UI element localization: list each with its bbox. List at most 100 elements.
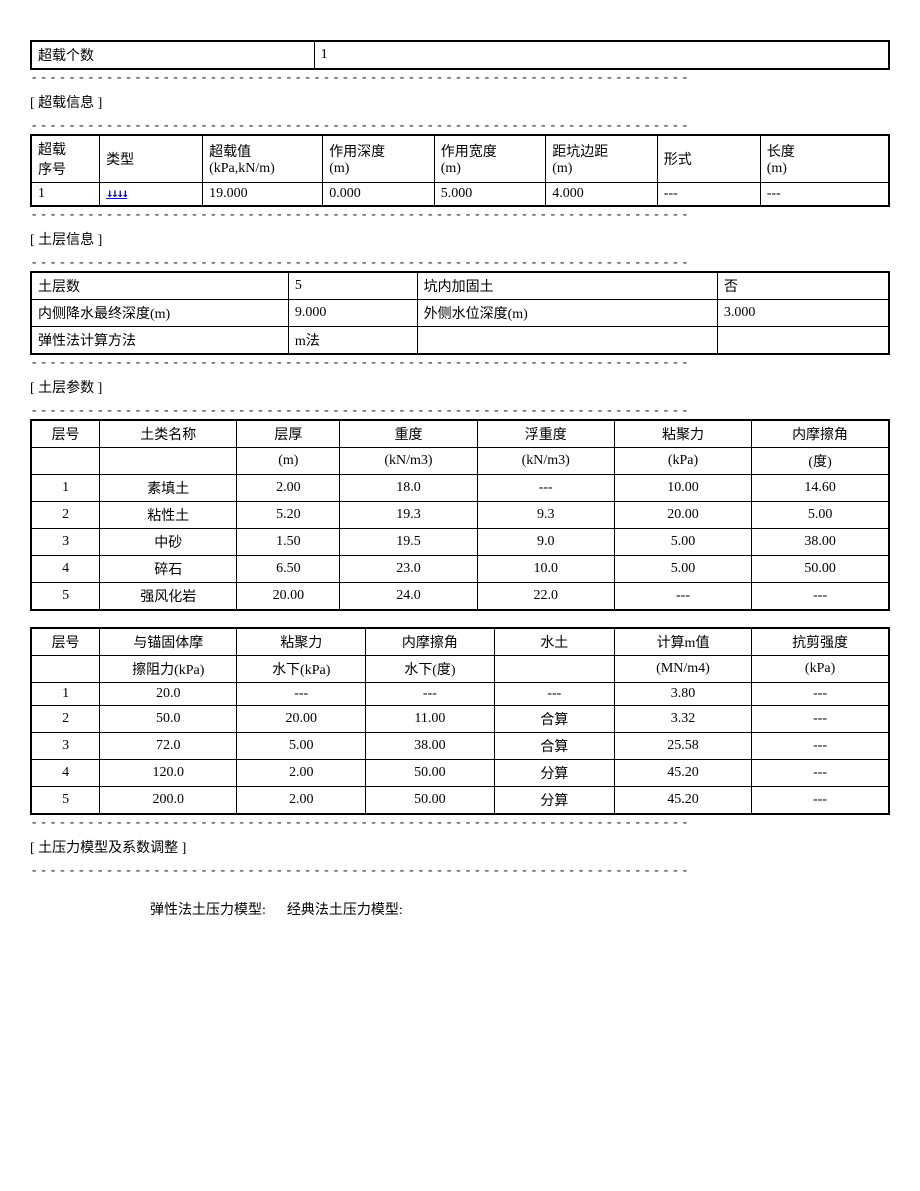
cell: 5.00 xyxy=(752,502,889,529)
cell: 24.0 xyxy=(340,583,477,611)
col-header: 重度 xyxy=(340,420,477,448)
cell: 72.0 xyxy=(100,733,237,760)
pressure-models-line: 弹性法土压力模型: 经典法土压力模型: xyxy=(30,899,890,919)
cell: 50.00 xyxy=(752,556,889,583)
cell: --- xyxy=(494,683,614,706)
col-header: 作用宽度(m) xyxy=(441,145,497,176)
cell: 5.00 xyxy=(237,733,366,760)
cell: 3.000 xyxy=(717,300,889,327)
col-header: (kPa) xyxy=(614,448,751,475)
table-header-row: 擦阻力(kPa) 水下(kPa) 水下(度) (MN/m4) (kPa) xyxy=(31,656,889,683)
col-header: 超载序号 xyxy=(38,143,66,178)
cell: --- xyxy=(237,683,366,706)
soil-params-section-title: [ 土层参数 ] xyxy=(30,377,890,397)
cell: 18.0 xyxy=(340,475,477,502)
table-row: 120.0---------3.80--- xyxy=(31,683,889,706)
cell: 14.60 xyxy=(752,475,889,502)
table-row: 2粘性土5.2019.39.320.005.00 xyxy=(31,502,889,529)
cell: 3 xyxy=(31,529,100,556)
cell: 0.000 xyxy=(323,183,435,207)
cell: 碎石 xyxy=(100,556,237,583)
cell: 19.5 xyxy=(340,529,477,556)
cell: 19.3 xyxy=(340,502,477,529)
cell: 50.0 xyxy=(100,706,237,733)
cell: --- xyxy=(477,475,614,502)
cell: 6.50 xyxy=(237,556,340,583)
table-row: 弹性法计算方法 m法 xyxy=(31,327,889,355)
cell: 合算 xyxy=(494,706,614,733)
cell: 1 xyxy=(31,183,100,207)
cell: 坑内加固土 xyxy=(417,272,717,300)
divider: ----------------------------------------… xyxy=(30,118,890,134)
cell: 20.00 xyxy=(614,502,751,529)
overload-table: 超载序号 类型 超载值(kPa,kN/m) 作用深度(m) 作用宽度(m) 距坑… xyxy=(30,134,890,207)
col-header xyxy=(31,448,100,475)
col-header: (kN/m3) xyxy=(340,448,477,475)
cell: 9.000 xyxy=(288,300,417,327)
cell: 5 xyxy=(31,583,100,611)
divider: ----------------------------------------… xyxy=(30,863,890,879)
cell: 4 xyxy=(31,760,100,787)
distributed-load-icon: ↓↓↓↓ xyxy=(106,186,127,200)
col-header: 擦阻力(kPa) xyxy=(100,656,237,683)
table-row: 4碎石6.5023.010.05.0050.00 xyxy=(31,556,889,583)
divider: ----------------------------------------… xyxy=(30,403,890,419)
cell: 20.00 xyxy=(237,583,340,611)
col-header: (度) xyxy=(752,448,889,475)
col-header xyxy=(100,448,237,475)
cell: 内侧降水最终深度(m) xyxy=(31,300,288,327)
col-header: 内摩擦角 xyxy=(752,420,889,448)
col-header: 层号 xyxy=(31,420,100,448)
col-header: 粘聚力 xyxy=(237,628,366,656)
col-header: 作用深度(m) xyxy=(329,145,385,176)
cell: 5.20 xyxy=(237,502,340,529)
cell: 否 xyxy=(717,272,889,300)
table-row: 5强风化岩20.0024.022.0------ xyxy=(31,583,889,611)
cell: 22.0 xyxy=(477,583,614,611)
table-row: 4120.02.0050.00分算45.20--- xyxy=(31,760,889,787)
cell: 20.00 xyxy=(237,706,366,733)
col-header: 土类名称 xyxy=(100,420,237,448)
cell: --- xyxy=(752,683,889,706)
cell: 2.00 xyxy=(237,787,366,815)
cell: 9.3 xyxy=(477,502,614,529)
cell: m法 xyxy=(288,327,417,355)
cell: --- xyxy=(752,760,889,787)
cell: ↓↓↓↓ xyxy=(100,183,203,207)
table-row: 5200.02.0050.00分算45.20--- xyxy=(31,787,889,815)
pressure-section-title: [ 土压力模型及系数调整 ] xyxy=(30,837,890,857)
divider: ----------------------------------------… xyxy=(30,70,890,86)
cell: 1 xyxy=(31,683,100,706)
table-header-row: 层号 土类名称 层厚 重度 浮重度 粘聚力 内摩擦角 xyxy=(31,420,889,448)
elastic-model-label: 弹性法土压力模型: xyxy=(150,903,266,918)
cell: 强风化岩 xyxy=(100,583,237,611)
cell: 23.0 xyxy=(340,556,477,583)
cell xyxy=(417,327,717,355)
cell: 19.000 xyxy=(203,183,323,207)
cell xyxy=(717,327,889,355)
table-row: 250.020.0011.00合算3.32--- xyxy=(31,706,889,733)
col-header: 浮重度 xyxy=(477,420,614,448)
cell: 素填土 xyxy=(100,475,237,502)
cell: 中砂 xyxy=(100,529,237,556)
table-row: 内侧降水最终深度(m) 9.000 外侧水位深度(m) 3.000 xyxy=(31,300,889,327)
divider: ----------------------------------------… xyxy=(30,207,890,223)
overload-count-value: 1 xyxy=(314,41,889,69)
cell: 10.0 xyxy=(477,556,614,583)
cell: 土层数 xyxy=(31,272,288,300)
cell: 5.00 xyxy=(614,556,751,583)
divider: ----------------------------------------… xyxy=(30,255,890,271)
table-row: 1 ↓↓↓↓ 19.000 0.000 5.000 4.000 --- --- xyxy=(31,183,889,207)
cell: 粘性土 xyxy=(100,502,237,529)
col-header: (kPa) xyxy=(752,656,889,683)
cell: --- xyxy=(752,787,889,815)
cell: 120.0 xyxy=(100,760,237,787)
cell: 38.00 xyxy=(752,529,889,556)
col-header: 层厚 xyxy=(237,420,340,448)
overload-count-label: 超载个数 xyxy=(31,41,314,69)
cell: --- xyxy=(752,706,889,733)
cell: 10.00 xyxy=(614,475,751,502)
table-row: 1素填土2.0018.0---10.0014.60 xyxy=(31,475,889,502)
cell: 2.00 xyxy=(237,760,366,787)
soil-info-table: 土层数 5 坑内加固土 否 内侧降水最终深度(m) 9.000 外侧水位深度(m… xyxy=(30,271,890,355)
